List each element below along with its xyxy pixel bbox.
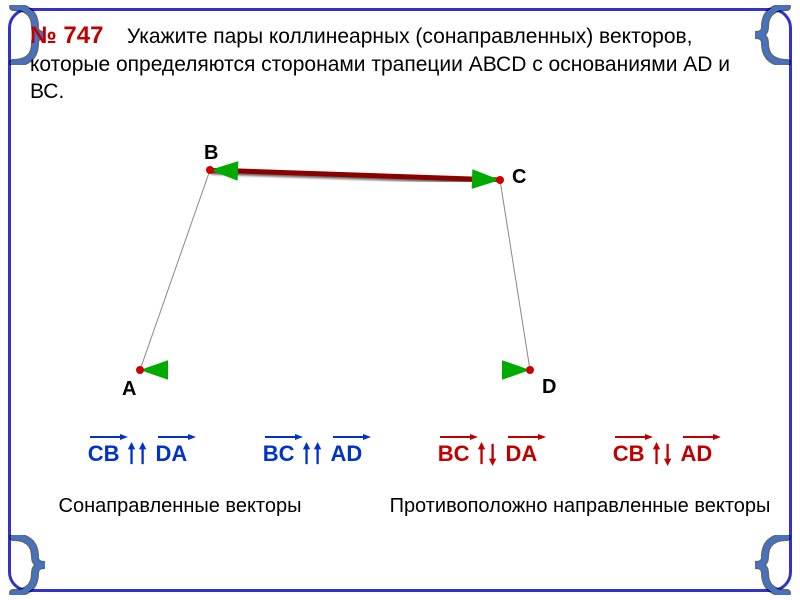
caption-parallel: Сонаправленные векторы	[0, 495, 360, 518]
vertex-label-A: А	[122, 378, 136, 401]
captions-row: Сонаправленные векторы Противоположно на…	[0, 495, 800, 518]
vector-pair-3: CB AD	[613, 440, 713, 468]
vector-label: BC	[438, 441, 470, 467]
vector-arrow-icon	[681, 433, 721, 441]
vector-arrow-icon	[263, 433, 303, 441]
slide: № 747 Укажите пары коллинеарных (сонапра…	[0, 0, 800, 600]
problem-body	[109, 25, 127, 48]
vector-label: AD	[681, 441, 713, 467]
vector-arrow-icon	[438, 433, 478, 441]
direction-symbol-icon	[126, 440, 150, 468]
direction-symbol-icon	[301, 440, 325, 468]
vector-arrow-icon	[331, 433, 371, 441]
corner-bracket-bl	[5, 535, 53, 595]
vertex-label-C: С	[512, 166, 526, 189]
vector-arrow-icon	[506, 433, 546, 441]
problem-block: № 747 Укажите пары коллинеарных (сонапра…	[30, 20, 770, 106]
problem-body-text: Укажите пары коллинеарных (сонаправленны…	[30, 25, 730, 103]
direction-symbol-icon	[651, 440, 675, 468]
vector-label: CB	[613, 441, 645, 467]
vector-arrow-icon	[613, 433, 653, 441]
vector-label: DA	[506, 441, 538, 467]
trapezoid-diagram: А В С D	[60, 140, 600, 400]
vector-label: BC	[263, 441, 295, 467]
direction-symbol-icon	[476, 440, 500, 468]
problem-text: № 747 Укажите пары коллинеарных (сонапра…	[30, 25, 730, 103]
vector-label: CВ	[88, 441, 120, 467]
vector-label: DА	[156, 441, 188, 467]
problem-number: № 747	[30, 22, 103, 49]
vector-pairs-row: CВ DА BC AD BC	[0, 440, 800, 468]
vector-label: AD	[331, 441, 363, 467]
vector-pair-2: BC DA	[438, 440, 538, 468]
vector-pair-0: CВ DА	[88, 440, 188, 468]
vector-arrow-icon	[88, 433, 128, 441]
caption-antiparallel: Противоположно направленные векторы	[360, 495, 800, 518]
vertex-label-B: В	[204, 142, 218, 165]
corner-bracket-br	[747, 535, 795, 595]
vertex-label-D: D	[542, 376, 556, 399]
vector-arrow-icon	[156, 433, 196, 441]
vector-pair-1: BC AD	[263, 440, 363, 468]
